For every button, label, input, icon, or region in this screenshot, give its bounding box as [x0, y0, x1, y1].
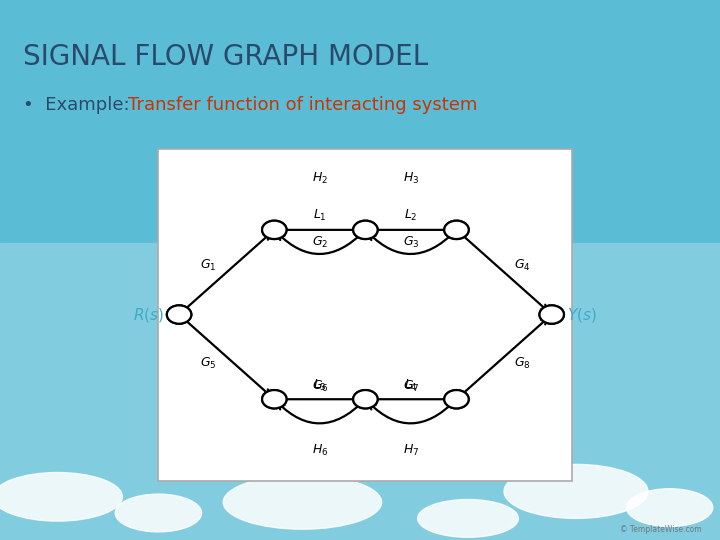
Text: $L_3$: $L_3$ [313, 377, 327, 393]
Text: $G_3$: $G_3$ [402, 235, 419, 251]
Circle shape [539, 306, 564, 324]
Text: $L_1$: $L_1$ [313, 208, 327, 223]
Text: $G_5$: $G_5$ [200, 356, 217, 371]
Text: $L_2$: $L_2$ [404, 208, 418, 223]
Text: $L_4$: $L_4$ [404, 377, 418, 393]
Circle shape [444, 221, 469, 239]
Text: $Y(s)$: $Y(s)$ [567, 306, 597, 323]
Text: © TemplateWise.com: © TemplateWise.com [621, 524, 702, 534]
Ellipse shape [504, 464, 648, 518]
Text: $H_6$: $H_6$ [312, 443, 328, 458]
Circle shape [353, 221, 377, 239]
Text: Transfer function of interacting system: Transfer function of interacting system [128, 96, 477, 114]
Circle shape [444, 390, 469, 408]
Ellipse shape [418, 500, 518, 537]
Bar [158, 148, 572, 481]
Text: $H_3$: $H_3$ [402, 171, 419, 186]
Ellipse shape [626, 489, 713, 526]
Text: $G_7$: $G_7$ [402, 379, 419, 394]
Circle shape [262, 390, 287, 408]
Bar [0, 243, 720, 540]
Ellipse shape [0, 472, 122, 521]
Text: $R(s)$: $R(s)$ [133, 306, 164, 323]
Circle shape [262, 221, 287, 239]
Text: $H_7$: $H_7$ [402, 443, 419, 458]
Circle shape [353, 221, 377, 239]
Circle shape [167, 306, 192, 324]
Bar [0, 0, 720, 243]
Text: $H_2$: $H_2$ [312, 171, 328, 186]
Text: $G_2$: $G_2$ [312, 235, 328, 251]
Text: $G_1$: $G_1$ [200, 258, 217, 273]
Circle shape [539, 306, 564, 324]
Text: $G_4$: $G_4$ [514, 258, 531, 273]
Circle shape [262, 221, 287, 239]
Text: SIGNAL FLOW GRAPH MODEL: SIGNAL FLOW GRAPH MODEL [23, 43, 428, 71]
Circle shape [167, 306, 192, 324]
Text: $G_8$: $G_8$ [514, 356, 531, 371]
Circle shape [262, 390, 287, 408]
Circle shape [444, 221, 469, 239]
Ellipse shape [223, 475, 382, 529]
Ellipse shape [115, 494, 202, 532]
Text: $G_6$: $G_6$ [312, 379, 328, 394]
Circle shape [444, 390, 469, 408]
Circle shape [353, 390, 377, 408]
Text: •  Example:: • Example: [23, 96, 135, 114]
Circle shape [353, 390, 377, 408]
